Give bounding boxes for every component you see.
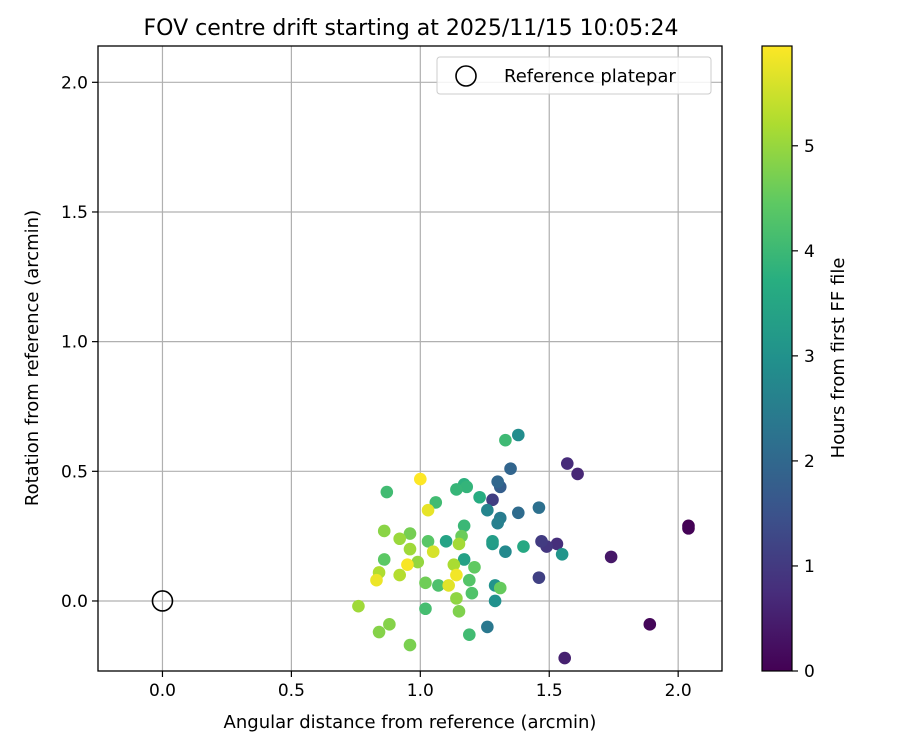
data-point xyxy=(499,433,512,447)
x-tick-label: 0.0 xyxy=(149,681,176,701)
data-point xyxy=(486,535,499,548)
legend-label-reference: Reference platepar xyxy=(504,66,676,87)
data-point xyxy=(499,545,512,559)
data-point xyxy=(383,618,396,631)
x-axis-ticks: 0.0 0.5 1.0 1.5 2.0 xyxy=(149,671,692,701)
data-point xyxy=(411,555,425,569)
colorbar-tick-label: 5 xyxy=(804,137,815,157)
data-point xyxy=(421,535,435,548)
data-point xyxy=(352,599,365,613)
data-point xyxy=(481,620,494,634)
y-axis-ticks: 0.0 0.5 1.0 1.5 2.0 xyxy=(61,73,98,612)
y-tick-label: 0.5 xyxy=(61,462,88,482)
data-point xyxy=(450,592,463,605)
data-point xyxy=(473,490,486,504)
data-points xyxy=(352,428,695,665)
data-point xyxy=(550,537,564,551)
colorbar-tick-label: 0 xyxy=(804,662,815,682)
data-point xyxy=(414,472,427,486)
data-point xyxy=(504,462,517,476)
data-point xyxy=(457,519,471,533)
data-point xyxy=(604,550,618,564)
x-tick-label: 0.5 xyxy=(278,681,305,701)
data-point xyxy=(535,535,548,548)
data-point xyxy=(401,558,414,571)
data-point xyxy=(488,594,502,608)
data-point xyxy=(511,506,525,520)
data-point xyxy=(460,480,474,494)
data-point xyxy=(463,628,476,641)
data-point xyxy=(403,638,417,652)
data-point xyxy=(370,573,383,587)
data-point xyxy=(447,558,461,571)
data-point xyxy=(452,537,466,551)
data-point xyxy=(419,576,432,590)
colorbar-tick-label: 1 xyxy=(804,557,815,577)
y-axis-label: Rotation from reference (arcmin) xyxy=(22,210,43,506)
data-point xyxy=(377,524,391,538)
reference-marker-layer xyxy=(151,590,174,612)
data-point xyxy=(555,547,569,561)
data-point xyxy=(421,503,435,517)
colorbar-tick-label: 2 xyxy=(804,452,815,472)
data-point xyxy=(442,579,455,592)
x-tick-label: 1.5 xyxy=(536,681,563,701)
reference-platepar-marker xyxy=(151,590,174,612)
colorbar-tick-label: 3 xyxy=(804,347,815,367)
data-point xyxy=(450,483,463,496)
data-point xyxy=(439,535,453,548)
y-tick-label: 1.5 xyxy=(61,203,88,223)
y-tick-label: 0.0 xyxy=(61,592,88,612)
data-point xyxy=(377,553,391,566)
y-tick-label: 1.0 xyxy=(61,333,88,353)
data-point xyxy=(429,496,443,509)
data-point xyxy=(532,501,546,514)
data-point xyxy=(393,568,406,582)
data-point xyxy=(643,618,657,631)
plot-frame xyxy=(97,45,723,672)
x-tick-label: 2.0 xyxy=(665,681,692,701)
data-point xyxy=(682,522,695,535)
data-point xyxy=(491,475,504,488)
colorbar: 0 1 2 3 4 5 Hours from first FF file xyxy=(761,45,849,682)
data-point xyxy=(463,573,476,587)
grid xyxy=(98,46,722,671)
data-point xyxy=(493,581,507,595)
data-point xyxy=(426,545,440,559)
data-point xyxy=(432,579,445,592)
data-point xyxy=(393,532,406,546)
colorbar-label: Hours from first FF file xyxy=(828,258,849,459)
data-point xyxy=(517,540,530,553)
data-point xyxy=(372,625,386,639)
data-point xyxy=(452,605,466,618)
data-point xyxy=(419,602,432,616)
data-point xyxy=(511,428,525,442)
colorbar-gradient xyxy=(761,45,793,672)
data-point xyxy=(558,651,572,665)
data-point xyxy=(481,503,494,517)
data-point xyxy=(491,516,504,530)
chart-title: FOV centre drift starting at 2025/11/15 … xyxy=(144,16,679,41)
data-point xyxy=(403,542,417,556)
y-tick-label: 2.0 xyxy=(61,73,88,93)
data-point xyxy=(380,485,394,499)
legend-box xyxy=(436,56,712,95)
data-point xyxy=(532,571,546,584)
x-tick-label: 1.0 xyxy=(407,681,434,701)
data-point xyxy=(403,527,417,540)
data-point xyxy=(571,467,584,481)
data-point xyxy=(486,493,499,507)
x-axis-label: Angular distance from reference (arcmin) xyxy=(224,712,597,733)
data-point xyxy=(457,553,471,566)
legend: Reference platepar xyxy=(436,56,712,95)
data-point xyxy=(468,560,481,574)
colorbar-tick-label: 4 xyxy=(804,242,815,262)
data-point xyxy=(465,586,479,600)
data-point xyxy=(450,568,463,582)
legend-marker-reference xyxy=(455,65,477,87)
data-point xyxy=(560,457,574,470)
colorbar-ticks: 0 1 2 3 4 5 xyxy=(792,137,815,682)
